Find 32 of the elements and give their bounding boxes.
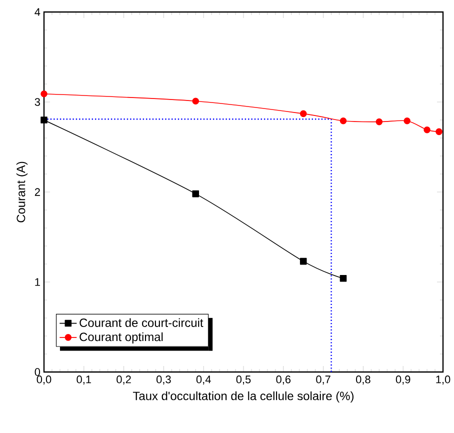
point — [404, 118, 410, 124]
point — [300, 258, 307, 265]
point — [40, 90, 48, 98]
x-tick-label: 0,4 — [196, 376, 211, 385]
x-tick-label: 0,2 — [116, 376, 131, 385]
point — [436, 128, 442, 136]
x-tick-label: 0,8 — [356, 376, 370, 385]
y-tick-label: 3 — [34, 98, 40, 106]
point — [340, 275, 347, 282]
legend-label: Courant optimal — [80, 332, 163, 344]
y-tick-label: 1 — [35, 278, 40, 286]
x-tick-label: 0,7 — [316, 376, 330, 385]
x-tick-label: 0,3 — [156, 376, 171, 385]
x-tick-label: 0,1 — [76, 376, 91, 385]
point — [40, 116, 48, 124]
y-axis-title: Courant (A) — [16, 162, 28, 222]
x-tick-label: 0,0 — [36, 376, 52, 385]
y-tick-label: 4 — [34, 8, 40, 16]
point — [192, 98, 200, 104]
point — [300, 110, 307, 118]
point — [340, 118, 347, 124]
point — [192, 190, 200, 198]
y-tick-label: 0 — [34, 368, 40, 376]
x-tick-label: 1,0 — [436, 376, 450, 385]
x-tick-label: 0,5 — [236, 376, 251, 385]
x-tick-label: 0,9 — [396, 376, 410, 385]
y-tick-label: 2 — [34, 188, 40, 196]
x-tick-label: 0,6 — [276, 376, 291, 385]
point — [376, 118, 383, 126]
x-axis-title: Taux d'occultation de la cellule solaire (%) — [132, 391, 354, 403]
point — [424, 126, 430, 134]
legend-label: Courant de court-circuit — [80, 318, 204, 327]
